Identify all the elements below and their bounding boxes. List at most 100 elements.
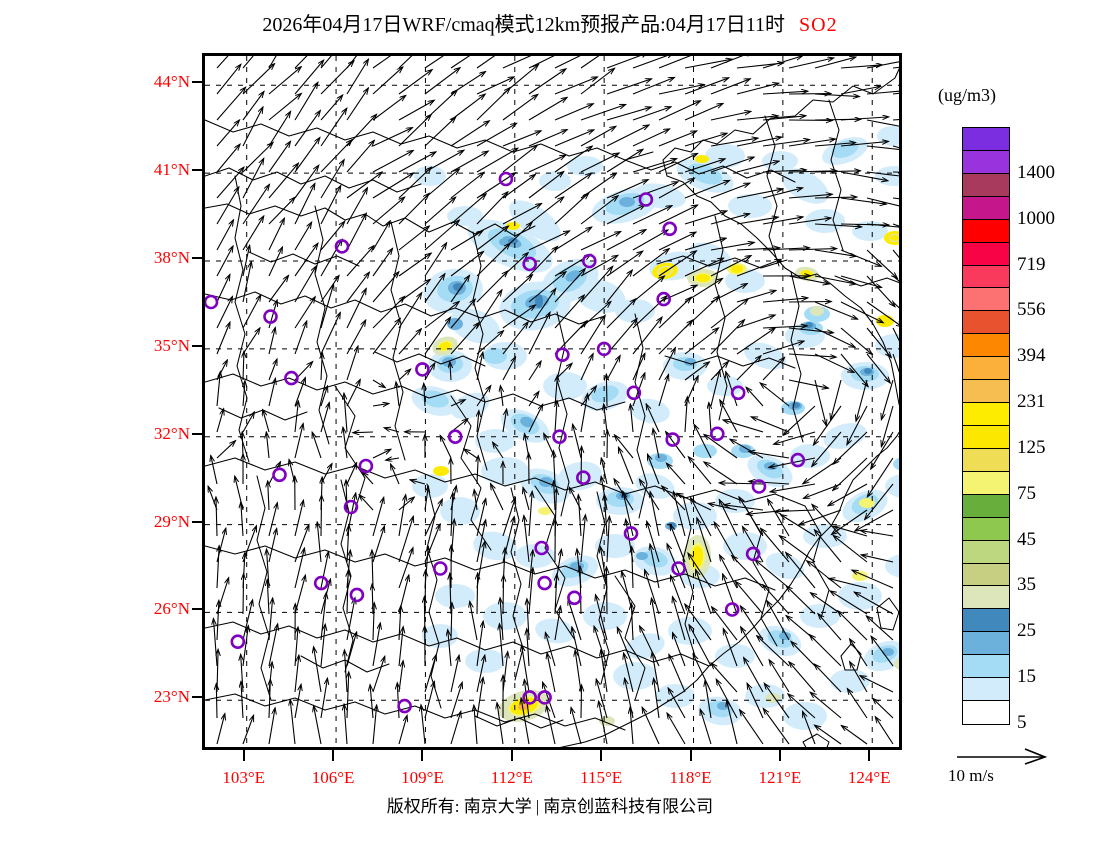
wind-vector (476, 290, 502, 329)
wind-vector (317, 522, 322, 563)
wind-vector (760, 528, 790, 563)
city-station-marker[interactable] (790, 452, 806, 468)
wind-vector (424, 56, 444, 69)
colorbar-segment (963, 357, 1009, 381)
city-station-marker[interactable] (415, 362, 430, 377)
city-station-marker[interactable] (522, 690, 538, 705)
wind-vector (710, 157, 754, 173)
city-station-marker[interactable] (284, 370, 299, 386)
wind-vector (372, 296, 405, 329)
wind-vector (554, 104, 593, 121)
city-station-marker[interactable] (272, 467, 287, 483)
so2-contour-blob (728, 194, 772, 218)
wind-vector (242, 184, 269, 225)
city-station-marker[interactable] (596, 341, 612, 357)
wind-vector (866, 275, 895, 307)
wind-vector (736, 137, 782, 147)
wind-vector (242, 412, 254, 433)
city-station-marker[interactable] (334, 239, 350, 254)
wind-vector (242, 328, 260, 355)
wind-vector (268, 598, 273, 641)
city-station-marker[interactable] (656, 291, 672, 307)
wind-vector (476, 243, 510, 277)
wind-vector (554, 606, 561, 641)
city-station-marker[interactable] (567, 590, 582, 606)
city-station-marker[interactable] (638, 192, 654, 207)
wind-vector (658, 84, 704, 95)
wind-vector (650, 492, 660, 537)
wind-vector (658, 320, 693, 355)
boundary-path (634, 313, 648, 519)
wind-vector (630, 404, 633, 433)
map-plot-area[interactable] (202, 53, 902, 750)
city-station-marker[interactable] (447, 429, 463, 445)
wind-vector (606, 107, 651, 121)
city-station-marker[interactable] (343, 499, 359, 515)
wind-vector (840, 353, 868, 387)
city-station-marker[interactable] (581, 253, 597, 269)
city-station-marker[interactable] (205, 294, 219, 310)
city-station-marker[interactable] (730, 385, 746, 401)
so2-contour-blob (574, 279, 626, 313)
city-station-marker[interactable] (534, 540, 549, 556)
city-station-marker[interactable] (575, 470, 591, 486)
wind-vector (727, 700, 738, 745)
wind-vector (372, 379, 385, 388)
title-species-label: SO2 (799, 14, 838, 36)
wind-vector (372, 248, 393, 277)
wind-vector (866, 171, 899, 177)
city-station-marker[interactable] (498, 171, 514, 187)
lon-axis-label: 118°E (669, 768, 712, 787)
wind-vector (477, 456, 478, 485)
lon-axis-label: 115°E (580, 768, 623, 787)
city-station-marker[interactable] (671, 561, 686, 576)
city-station-marker[interactable] (433, 561, 448, 576)
wind-vector (762, 248, 810, 250)
wind-vector (736, 356, 761, 381)
city-station-marker[interactable] (555, 347, 570, 363)
city-station-marker[interactable] (623, 526, 639, 541)
city-station-marker[interactable] (349, 587, 365, 603)
city-station-marker[interactable] (537, 575, 552, 591)
city-station-marker[interactable] (537, 690, 552, 705)
wind-vector (294, 56, 308, 69)
city-station-marker[interactable] (709, 426, 725, 442)
wind-vector (723, 574, 738, 615)
city-station-marker[interactable] (397, 698, 412, 714)
wind-vector (814, 143, 856, 147)
wind-vector (647, 454, 660, 485)
wind-vector (503, 575, 504, 615)
city-station-marker[interactable] (230, 634, 246, 650)
city-station-marker[interactable] (552, 429, 567, 445)
wind-vector (685, 604, 712, 641)
city-station-marker[interactable] (665, 432, 681, 447)
city-station-marker[interactable] (263, 309, 278, 324)
wind-vector (242, 142, 273, 173)
wind-vector (631, 603, 633, 641)
city-station-marker[interactable] (745, 546, 761, 562)
wind-scale-arrow-icon (955, 748, 1085, 766)
wind-vector (320, 61, 354, 95)
city-station-marker[interactable] (662, 221, 678, 237)
wind-vector (346, 188, 368, 225)
wind-vector (814, 327, 855, 347)
wind-vector (684, 211, 727, 225)
wind-vector (268, 163, 298, 199)
city-station-marker[interactable] (522, 256, 538, 272)
wind-vector (736, 258, 781, 277)
wind-vector (684, 180, 730, 199)
city-station-marker[interactable] (358, 458, 374, 474)
wind-vector (719, 483, 764, 484)
wind-vector (840, 197, 886, 204)
city-station-marker[interactable] (313, 575, 329, 591)
city-station-marker[interactable] (724, 602, 740, 617)
wind-vector (217, 600, 219, 641)
wind-vector (788, 353, 836, 357)
colorbar-tick-label: 25 (1017, 620, 1036, 642)
city-station-marker[interactable] (626, 385, 642, 401)
wind-vector (294, 525, 310, 563)
wind-vector (774, 431, 816, 444)
city-station-marker[interactable] (751, 479, 767, 494)
station-marker-layer[interactable] (205, 56, 902, 750)
wind-vector (372, 656, 385, 693)
